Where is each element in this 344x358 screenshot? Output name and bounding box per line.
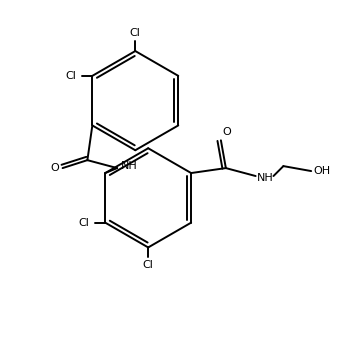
Text: Cl: Cl [130, 28, 141, 38]
Text: Cl: Cl [65, 71, 76, 81]
Text: Cl: Cl [78, 218, 89, 228]
Text: O: O [50, 163, 59, 173]
Text: NH: NH [257, 173, 274, 183]
Text: OH: OH [313, 166, 331, 176]
Text: NH: NH [121, 161, 137, 171]
Text: O: O [223, 127, 231, 137]
Text: Cl: Cl [143, 260, 154, 270]
